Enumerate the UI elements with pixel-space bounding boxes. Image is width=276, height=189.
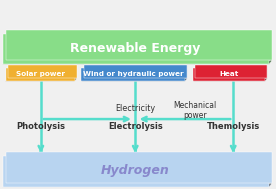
Polygon shape bbox=[3, 34, 269, 64]
Text: Mechanical
power: Mechanical power bbox=[174, 101, 217, 120]
Polygon shape bbox=[193, 68, 265, 81]
Polygon shape bbox=[3, 183, 272, 187]
Polygon shape bbox=[265, 65, 267, 81]
Text: Themolysis: Themolysis bbox=[207, 122, 260, 131]
Text: Hydrogen: Hydrogen bbox=[101, 164, 170, 177]
Polygon shape bbox=[3, 60, 272, 64]
Polygon shape bbox=[6, 78, 77, 81]
Polygon shape bbox=[8, 65, 77, 78]
Polygon shape bbox=[81, 68, 185, 81]
Polygon shape bbox=[6, 68, 75, 81]
Polygon shape bbox=[81, 78, 187, 81]
Text: Electricity: Electricity bbox=[115, 104, 155, 113]
Polygon shape bbox=[75, 65, 77, 81]
Text: Solar power: Solar power bbox=[15, 71, 65, 77]
Polygon shape bbox=[3, 156, 269, 187]
Text: Wind or hydraulic power: Wind or hydraulic power bbox=[83, 71, 184, 77]
Text: Renewable Energy: Renewable Energy bbox=[70, 42, 200, 55]
Polygon shape bbox=[193, 78, 267, 81]
Text: Photolysis: Photolysis bbox=[16, 122, 65, 131]
Text: Heat: Heat bbox=[219, 71, 239, 77]
Polygon shape bbox=[6, 30, 272, 60]
Polygon shape bbox=[6, 152, 272, 183]
Polygon shape bbox=[269, 152, 272, 187]
Polygon shape bbox=[269, 30, 272, 64]
Text: Electrolysis: Electrolysis bbox=[108, 122, 163, 131]
Polygon shape bbox=[185, 65, 187, 81]
Polygon shape bbox=[195, 65, 267, 78]
Polygon shape bbox=[84, 65, 187, 78]
